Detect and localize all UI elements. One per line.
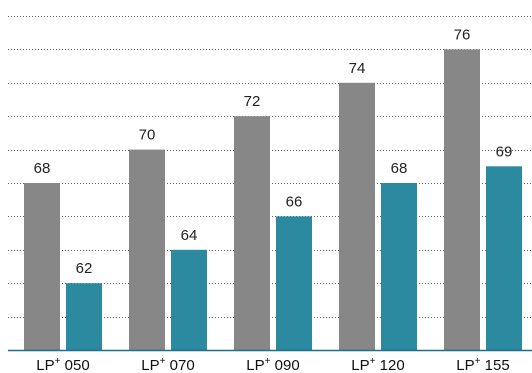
- data-label: 76: [454, 26, 471, 43]
- data-label: 64: [181, 227, 198, 244]
- data-label: 72: [244, 93, 261, 110]
- x-tick-label: LP+ 155: [456, 356, 509, 373]
- data-label: 62: [76, 260, 93, 277]
- data-label: 66: [286, 193, 303, 210]
- bars: [24, 49, 522, 351]
- bar-series-2: [276, 216, 312, 350]
- x-axis-ticks: LP+ 050 LP+ 070 LP+ 090 LP+ 120 LP+ 155: [36, 356, 509, 373]
- bar-series-1: [339, 82, 375, 351]
- bar-series-1: [129, 149, 165, 350]
- bar-series-2: [66, 283, 102, 350]
- data-label: 70: [139, 127, 156, 144]
- bar-series-1: [24, 183, 60, 350]
- bar-series-2: [486, 166, 522, 350]
- x-tick-label: LP+ 090: [246, 356, 299, 373]
- x-tick-label: LP+ 050: [36, 356, 89, 373]
- bar-series-2: [171, 249, 207, 350]
- data-label: 74: [349, 60, 366, 77]
- value-labels: 68 62 70 64 72 66 74 68 76 69: [34, 26, 513, 277]
- bar-series-2: [381, 183, 417, 350]
- bar-series-1: [444, 49, 480, 351]
- data-label: 69: [496, 143, 513, 160]
- bar-series-1: [234, 116, 270, 350]
- x-tick-label: LP+ 120: [351, 356, 404, 373]
- data-label: 68: [34, 160, 51, 177]
- data-label: 68: [391, 160, 408, 177]
- x-tick-label: LP+ 070: [141, 356, 194, 373]
